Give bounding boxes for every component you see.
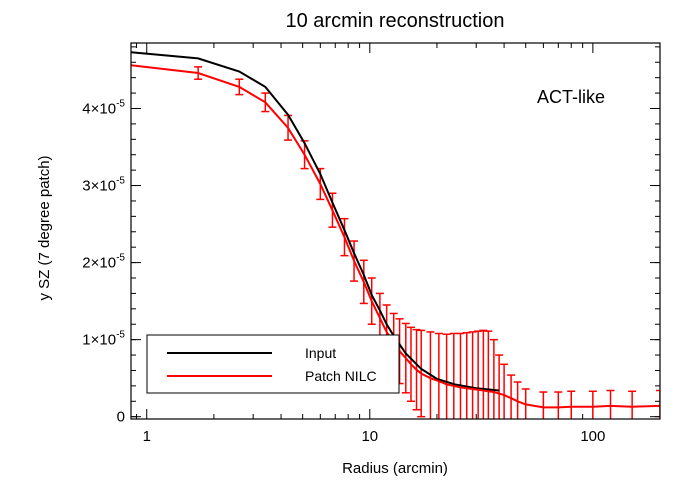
chart-title: 10 arcmin reconstruction bbox=[286, 10, 505, 32]
y-tick-label: 3×10-5 bbox=[82, 176, 125, 195]
error-bars bbox=[194, 66, 660, 419]
series-line-input bbox=[131, 51, 500, 392]
x-axis-label: Radius (arcmin) bbox=[342, 460, 448, 477]
annotation-act-like: ACT-like bbox=[537, 87, 605, 107]
y-tick-label: 2×10-5 bbox=[82, 253, 125, 272]
legend-label-patch-nilc: Patch NILC bbox=[305, 368, 377, 384]
legend-label-input: Input bbox=[305, 345, 336, 361]
legend-box bbox=[146, 334, 400, 394]
legend: Input Patch NILC bbox=[146, 334, 400, 394]
x-tick-label: 100 bbox=[580, 428, 605, 445]
y-tick-label: 1×10-5 bbox=[82, 330, 125, 349]
x-tick-label: 10 bbox=[361, 428, 378, 445]
x-tick-label: 1 bbox=[143, 428, 151, 445]
y-tick-label: 0 bbox=[117, 409, 125, 426]
plot-frame bbox=[130, 42, 661, 420]
ticks: 1 10 100 0 1×10-5 2×10-5 3×10-5 4×10-5 bbox=[82, 43, 661, 445]
y-axis-label: y SZ (7 degree patch) bbox=[36, 155, 53, 300]
y-tick-label: 4×10-5 bbox=[82, 98, 125, 117]
series-line-patch-nilc bbox=[131, 64, 660, 409]
